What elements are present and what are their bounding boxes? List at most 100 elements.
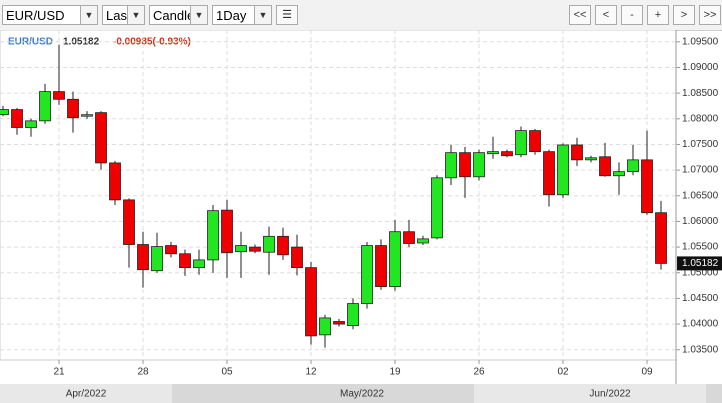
x-tick-label: 21 bbox=[53, 367, 65, 378]
nav-button[interactable]: > bbox=[673, 5, 695, 25]
candle-body bbox=[123, 199, 135, 245]
last-price-axis-label: 1.05182 bbox=[682, 258, 719, 269]
symbol: EUR/USD bbox=[6, 8, 65, 23]
interval-select[interactable]: 1Day ▼ bbox=[212, 5, 272, 25]
candle-body bbox=[389, 231, 401, 288]
candle-body bbox=[641, 159, 653, 214]
price-type: Last bbox=[106, 8, 131, 23]
candle-body bbox=[67, 98, 79, 119]
candle-body bbox=[445, 152, 457, 179]
candle-body bbox=[305, 267, 317, 337]
candle-body bbox=[571, 144, 583, 161]
candle-body bbox=[333, 321, 345, 325]
interval: 1Day bbox=[216, 8, 247, 23]
nav-button[interactable]: >> bbox=[699, 5, 721, 25]
candle-body bbox=[249, 246, 261, 252]
nav-button[interactable]: << bbox=[569, 5, 591, 25]
candle-body bbox=[347, 303, 359, 327]
candle-body bbox=[277, 235, 289, 256]
candle-body bbox=[263, 235, 275, 253]
candle-body bbox=[501, 151, 513, 157]
x-tick-label: 28 bbox=[137, 367, 149, 378]
candle-body bbox=[585, 157, 597, 161]
y-tick-label: 1.05500 bbox=[682, 242, 719, 253]
candle-body bbox=[165, 245, 177, 255]
candle-body bbox=[11, 109, 23, 128]
candle-body bbox=[459, 152, 471, 178]
y-tick-label: 1.08500 bbox=[682, 88, 719, 99]
y-tick-label: 1.06000 bbox=[682, 216, 719, 227]
candle-body bbox=[431, 177, 443, 239]
y-tick-label: 1.07000 bbox=[682, 165, 719, 176]
x-tick-label: 26 bbox=[473, 367, 485, 378]
y-tick-label: 1.04500 bbox=[682, 293, 719, 304]
candle-body bbox=[361, 245, 373, 304]
y-tick-label: 1.04000 bbox=[682, 319, 719, 330]
last-price: 1.05182 bbox=[63, 37, 100, 48]
month-label: Apr/2022 bbox=[66, 389, 107, 400]
candle-body bbox=[81, 114, 93, 117]
candle-body bbox=[319, 317, 331, 336]
y-tick-label: 1.06500 bbox=[682, 190, 719, 201]
chart: EUR/USD 1.05182 -0.00985(-0.93%) 1.03500… bbox=[0, 30, 722, 403]
candle-body bbox=[557, 144, 569, 196]
y-tick-label: 1.09000 bbox=[682, 62, 719, 73]
candle-body bbox=[613, 171, 625, 177]
plot-area bbox=[0, 30, 677, 361]
candle-body bbox=[221, 209, 233, 254]
x-tick-label: 19 bbox=[389, 367, 401, 378]
price-change: -0.00985(-0.93%) bbox=[113, 37, 191, 48]
nav-button[interactable]: + bbox=[647, 5, 669, 25]
y-tick-label: 1.03500 bbox=[682, 344, 719, 355]
candle-body bbox=[403, 231, 415, 244]
dropdown-arrow: ▼ bbox=[190, 6, 207, 24]
price-type-select[interactable]: Last ▼ bbox=[102, 5, 145, 25]
dropdown-arrow: ▼ bbox=[127, 6, 144, 24]
candle-body bbox=[207, 210, 219, 261]
month-band bbox=[172, 384, 474, 403]
candle-body bbox=[193, 259, 205, 269]
nav-button[interactable]: - bbox=[621, 5, 643, 25]
dropdown-arrow: ▼ bbox=[80, 6, 97, 24]
candle-body bbox=[487, 151, 499, 155]
candle-body bbox=[53, 91, 65, 100]
candle-body bbox=[543, 151, 555, 196]
dropdown-arrow: ▼ bbox=[254, 6, 271, 24]
x-tick-label: 09 bbox=[641, 367, 653, 378]
candle-body bbox=[655, 212, 667, 264]
chart-type-select[interactable]: Candle ▼ bbox=[149, 5, 208, 25]
candle-body bbox=[39, 91, 51, 122]
candle-body bbox=[375, 245, 387, 288]
candle-body bbox=[109, 162, 121, 201]
month-band bbox=[706, 384, 722, 403]
x-tick-label: 02 bbox=[557, 367, 569, 378]
y-tick-label: 1.07500 bbox=[682, 139, 719, 150]
last-price-marker bbox=[677, 256, 722, 271]
month-label: Jun/2022 bbox=[589, 389, 631, 400]
candle-body bbox=[137, 244, 149, 271]
toolbar: EUR/USD ▼ Last ▼ Candle ▼ 1Day ▼ ☰ << < - + > >> bbox=[0, 0, 722, 31]
candle-body bbox=[25, 120, 37, 128]
x-tick-label: 12 bbox=[305, 367, 317, 378]
candle-body bbox=[599, 156, 611, 177]
candle-body bbox=[0, 109, 9, 116]
candle-body bbox=[151, 246, 163, 272]
candle-body bbox=[235, 245, 247, 253]
candle-body bbox=[291, 246, 303, 269]
candle-body bbox=[515, 130, 527, 156]
candle-body bbox=[179, 253, 191, 269]
symbol-select[interactable]: EUR/USD ▼ bbox=[2, 5, 98, 25]
candle-body bbox=[627, 159, 639, 173]
candle-body bbox=[95, 112, 107, 164]
x-tick-label: 05 bbox=[221, 367, 233, 378]
y-tick-label: 1.09500 bbox=[682, 36, 719, 47]
y-tick-label: 1.05000 bbox=[682, 267, 719, 278]
candle-body bbox=[473, 152, 485, 178]
table-button[interactable]: ☰ bbox=[276, 5, 298, 25]
month-label: May/2022 bbox=[340, 389, 384, 400]
chart-type: Candle bbox=[153, 8, 195, 23]
nav-button[interactable]: < bbox=[595, 5, 617, 25]
candle-body bbox=[417, 238, 429, 244]
candle-body bbox=[529, 130, 541, 153]
